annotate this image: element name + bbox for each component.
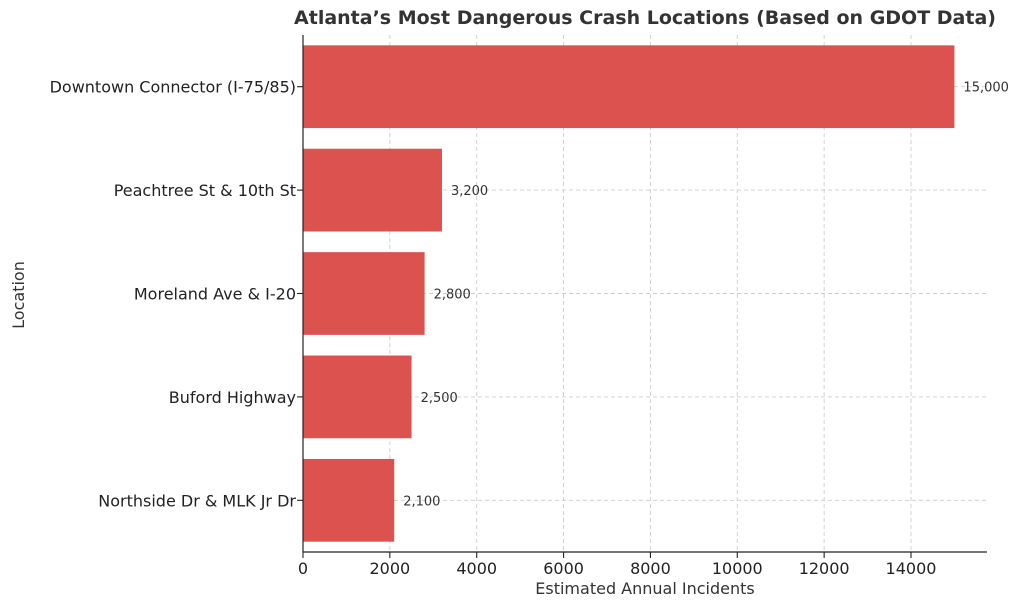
chart-title: Atlanta’s Most Dangerous Crash Locations… (294, 7, 996, 29)
x-tick-label: 2000 (369, 559, 410, 578)
category-label: Northside Dr & MLK Jr Dr (98, 491, 296, 510)
bar (303, 252, 425, 335)
x-axis-label: Estimated Annual Incidents (535, 579, 754, 598)
x-tick-label: 8000 (630, 559, 671, 578)
data-label: 2,800 (434, 288, 471, 303)
category-label: Downtown Connector (I-75/85) (50, 78, 296, 97)
bar (303, 148, 442, 232)
bar (303, 458, 395, 542)
x-tick-label: 10000 (712, 559, 763, 578)
category-label: Peachtree St & 10th St (114, 181, 296, 200)
category-label: Moreland Ave & I-20 (134, 285, 296, 304)
x-tick-label: 12000 (799, 559, 850, 578)
x-tick-label: 6000 (543, 559, 584, 578)
category-label: Buford Highway (169, 388, 296, 407)
x-tick-label: 0 (298, 559, 308, 578)
data-label: 3,200 (451, 184, 488, 199)
data-label: 2,500 (421, 391, 458, 406)
x-ticks: 0 2000 4000 6000 8000 10000 12000 14000 (298, 552, 937, 578)
data-label: 2,100 (403, 494, 440, 509)
data-labels: 15,000 3,200 2,800 2,500 2,100 (403, 81, 1009, 510)
x-tick-label: 4000 (456, 559, 497, 578)
bars (303, 45, 955, 542)
category-labels: Downtown Connector (I-75/85) Peachtree St… (50, 78, 303, 510)
data-label: 15,000 (963, 81, 1009, 96)
bar (303, 45, 955, 129)
y-axis-label: Location (9, 261, 28, 329)
x-tick-label: 14000 (886, 559, 937, 578)
bar (303, 355, 412, 439)
